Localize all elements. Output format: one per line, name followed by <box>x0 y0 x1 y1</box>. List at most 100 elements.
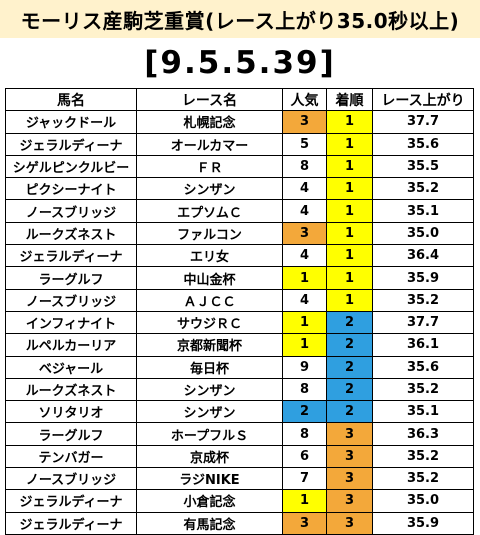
horse-name-cell: ピクシーナイト <box>5 177 137 201</box>
horse-name-cell: ジャックドール <box>5 110 137 134</box>
header-race: レース名 <box>136 87 283 112</box>
race-name-cell: 有馬記念 <box>136 511 283 535</box>
horse-name-cell: ジェラルディーナ <box>5 132 137 156</box>
finish-cell: 1 <box>326 177 373 201</box>
popularity-cell: 1 <box>282 310 327 335</box>
last-3f-cell: 35.2 <box>372 444 474 469</box>
finish-cell: 3 <box>326 467 373 491</box>
popularity-cell: 4 <box>282 199 327 223</box>
popularity-cell: 7 <box>282 467 327 491</box>
last-3f-cell: 35.1 <box>372 400 474 424</box>
popularity-cell: 9 <box>282 355 327 379</box>
horse-name-cell: ソリタリオ <box>5 400 137 424</box>
last-3f-cell: 35.5 <box>372 154 474 179</box>
last-3f-cell: 35.1 <box>372 199 474 223</box>
finish-cell: 1 <box>326 244 373 268</box>
finish-cell: 3 <box>326 511 373 535</box>
finish-cell: 1 <box>326 221 373 246</box>
popularity-cell: 4 <box>282 244 327 268</box>
last-3f-cell: 35.2 <box>372 377 474 402</box>
popularity-cell: 3 <box>282 511 327 535</box>
horse-name-cell: ノースブリッジ <box>5 467 137 491</box>
table-body: ジャックドール 札幌記念 3 1 37.7 ジェラルディーナ オールカマー 5 1 35.6 シゲル… <box>5 110 474 535</box>
finish-cell: 1 <box>326 199 373 223</box>
horse-name-cell: ラーグルフ <box>5 266 137 290</box>
last-3f-cell: 35.9 <box>372 511 474 535</box>
horse-name-cell: シゲルピンクルビー <box>5 154 137 179</box>
finish-cell: 3 <box>326 489 373 513</box>
last-3f-cell: 35.0 <box>372 489 474 513</box>
horse-name-cell: テンバガー <box>5 444 137 469</box>
table-row: ジェラルディーナ 有馬記念 3 3 35.9 <box>5 511 474 535</box>
horse-name-cell: ジェラルディーナ <box>5 511 137 535</box>
table-row: ルペルカーリア 京都新聞杯 1 2 36.1 <box>5 333 474 357</box>
horse-name-cell: ルークズネスト <box>5 377 137 402</box>
header-popularity: 人気 <box>282 87 327 112</box>
table-row: ベジャール 毎日杯 9 2 35.6 <box>5 355 474 379</box>
table-row: ジェラルディーナ エリ女 4 1 36.4 <box>5 244 474 268</box>
race-name-cell: ホープフルＳ <box>136 422 283 446</box>
popularity-cell: 8 <box>282 154 327 179</box>
last-3f-cell: 35.2 <box>372 467 474 491</box>
race-name-cell: シンザン <box>136 377 283 402</box>
popularity-cell: 1 <box>282 489 327 513</box>
horse-name-cell: ジェラルディーナ <box>5 244 137 268</box>
finish-cell: 2 <box>326 400 373 424</box>
page-title: モーリス産駒芝重賞(レース上がり35.0秒以上) <box>0 0 480 38</box>
header-horse: 馬名 <box>5 87 137 112</box>
popularity-cell: 5 <box>282 132 327 156</box>
race-name-cell: オールカマー <box>136 132 283 156</box>
race-name-cell: 毎日杯 <box>136 355 283 379</box>
last-3f-cell: 35.2 <box>372 177 474 201</box>
finish-cell: 2 <box>326 333 373 357</box>
table-row: シゲルピンクルビー ＦＲ 8 1 35.5 <box>5 154 474 179</box>
finish-cell: 1 <box>326 132 373 156</box>
table-row: ピクシーナイト シンザン 4 1 35.2 <box>5 177 474 201</box>
race-name-cell: サウジＲＣ <box>136 310 283 335</box>
race-name-cell: エプソムＣ <box>136 199 283 223</box>
popularity-cell: 8 <box>282 377 327 402</box>
table-row: ルークズネスト ファルコン 3 1 35.0 <box>5 221 474 246</box>
popularity-cell: 1 <box>282 266 327 290</box>
horse-name-cell: ジェラルディーナ <box>5 489 137 513</box>
finish-cell: 3 <box>326 444 373 469</box>
horse-name-cell: ルペルカーリア <box>5 333 137 357</box>
popularity-cell: 3 <box>282 221 327 246</box>
popularity-cell: 8 <box>282 422 327 446</box>
record-summary: [9.5.5.39] <box>144 45 336 81</box>
last-3f-cell: 37.7 <box>372 110 474 134</box>
finish-cell: 2 <box>326 377 373 402</box>
table-row: ノースブリッジ ＡＪＣＣ 4 1 35.2 <box>5 288 474 312</box>
header-finish: 着順 <box>326 87 373 112</box>
finish-cell: 1 <box>326 266 373 290</box>
table-row: ラーグルフ ホープフルＳ 8 3 36.3 <box>5 422 474 446</box>
table-row: インフィナイト サウジＲＣ 1 2 37.7 <box>5 310 474 335</box>
last-3f-cell: 35.6 <box>372 132 474 156</box>
header-row: 馬名 レース名 人気 着順 レース上がり <box>5 87 474 112</box>
table-row: ジェラルディーナ 小倉記念 1 3 35.0 <box>5 489 474 513</box>
race-name-cell: 小倉記念 <box>136 489 283 513</box>
header-last-3f: レース上がり <box>372 87 474 112</box>
table-row: ルークズネスト シンザン 8 2 35.2 <box>5 377 474 402</box>
popularity-cell: 4 <box>282 288 327 312</box>
last-3f-cell: 36.3 <box>372 422 474 446</box>
horse-name-cell: ベジャール <box>5 355 137 379</box>
finish-cell: 3 <box>326 422 373 446</box>
horse-name-cell: ラーグルフ <box>5 422 137 446</box>
last-3f-cell: 35.9 <box>372 266 474 290</box>
finish-cell: 1 <box>326 154 373 179</box>
horse-name-cell: ノースブリッジ <box>5 288 137 312</box>
table-row: ラーグルフ 中山金杯 1 1 35.9 <box>5 266 474 290</box>
finish-cell: 2 <box>326 355 373 379</box>
race-name-cell: ＦＲ <box>136 154 283 179</box>
popularity-cell: 3 <box>282 110 327 134</box>
horse-name-cell: ノースブリッジ <box>5 199 137 223</box>
table-row: テンバガー 京成杯 6 3 35.2 <box>5 444 474 469</box>
race-name-cell: シンザン <box>136 400 283 424</box>
race-name-cell: 京都新聞杯 <box>136 333 283 357</box>
finish-cell: 1 <box>326 288 373 312</box>
race-name-cell: 京成杯 <box>136 444 283 469</box>
popularity-cell: 2 <box>282 400 327 424</box>
finish-cell: 2 <box>326 310 373 335</box>
